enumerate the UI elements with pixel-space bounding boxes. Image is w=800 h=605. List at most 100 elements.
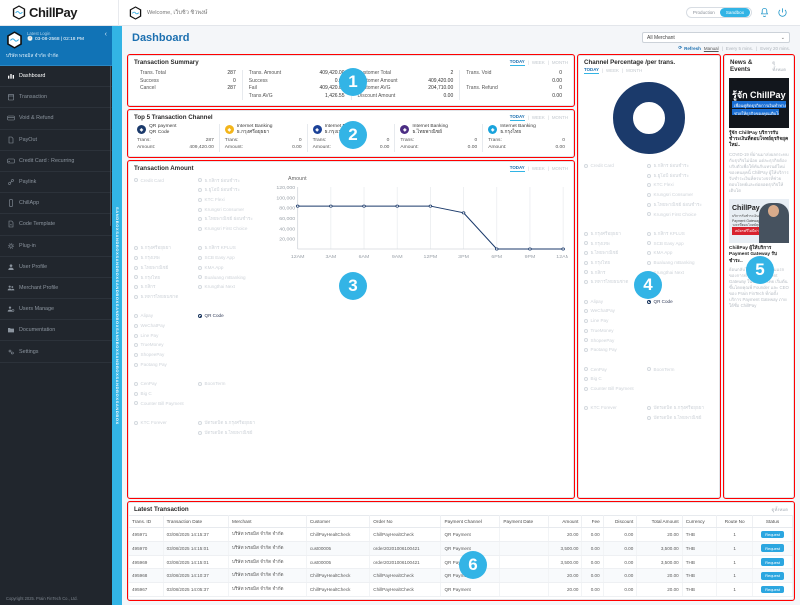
environment-toggle[interactable]: Production Sandbox [685,7,752,18]
channel-option[interactable]: BoonTerm [198,379,260,389]
channel-option[interactable]: ธ.กรุงศรีอยุธยา [584,229,644,239]
channel-option[interactable]: บัตรเดบิต ธ.กรุงศรีอยุธยา [647,403,707,413]
top5-channel-5[interactable]: ◈ Internet Banking ธ.กรุงไทย Trans: 0 Amount:… [483,124,570,151]
radio-icon[interactable] [198,265,202,270]
period-week[interactable]: WEEK [531,60,545,65]
radio-icon[interactable] [198,207,202,212]
news-item-2-cta[interactable]: สมัครฟรีไม่มีค่าใช้จ่าย [732,227,772,236]
channel-option[interactable]: BoonTerm [647,365,707,375]
cell-status[interactable]: Request [752,582,793,597]
radio-icon[interactable] [647,299,651,304]
channel-option[interactable]: ธ.ไทยพาณิชย์ ผ่อนชำระ [647,200,707,210]
channel-option[interactable]: Credit Card [584,161,644,171]
news-item-2-image[interactable]: ChillPay บริการรับชำระเงิน Payment Gatew… [729,199,789,244]
news-item-1-headline[interactable]: รู้จัก ChillPay บริการรับชำระเงินที่ตอบโ… [729,131,789,149]
channel-option[interactable]: Bualuang mBanking [647,258,707,268]
sidebar-item-transaction[interactable]: Transaction [0,87,112,109]
channel-option[interactable]: Credit Card [134,176,194,186]
radio-icon[interactable] [134,391,138,396]
radio-icon[interactable] [584,251,588,256]
channel-option[interactable]: Paotang Pay [134,360,194,370]
news-item-2-headline[interactable]: ChillPay ผู้ให้บริการ Payment Gateway รั… [729,246,778,264]
news-more-link[interactable]: ดูทั้งหมด [772,60,786,72]
radio-icon[interactable] [647,163,651,168]
status-request-button[interactable]: Request [761,530,784,539]
channel-option[interactable]: TrueMoney [584,326,644,336]
channel-option[interactable]: ธ.กสิกร KPLUS [198,243,260,253]
env-sandbox-option[interactable]: Sandbox [719,8,750,17]
status-request-button[interactable]: Request [761,572,784,580]
radio-icon[interactable] [647,241,651,246]
radio-icon[interactable] [647,173,651,178]
channel-option[interactable]: KTC Flexi [198,195,260,205]
channel-option[interactable]: ธ.กสิกร ผ่อนชำระ [198,176,260,186]
radio-icon[interactable] [134,178,138,183]
sidebar-item-users-manage[interactable]: Users Manage [0,299,112,321]
radio-icon[interactable] [134,362,138,367]
radio-icon[interactable] [198,382,202,387]
table-row[interactable]: 495971 03/08/2025 14:15:37 บริษัท พรอมิส จ… [129,527,793,542]
radio-icon[interactable] [584,377,588,382]
period-today[interactable]: TODAY [584,67,599,74]
channel-option[interactable]: Krungsri First Choice [198,224,260,234]
period-today[interactable]: TODAY [509,164,525,172]
channel-option[interactable]: CenPay [584,365,644,375]
channel-option[interactable]: ธ.ไทยพาณิชย์ [134,263,194,273]
channel-option[interactable]: Krungsri First Choice [647,210,707,220]
channel-option[interactable]: ธ.ยูโอบี ผ่อนชำระ [647,171,707,181]
status-request-button[interactable]: Request [761,585,784,594]
sidebar-item-documentation[interactable]: Documentation [0,320,112,342]
channel-option[interactable]: ธ.กรุงศรีอยุธยา [134,243,194,253]
radio-icon[interactable] [134,420,138,425]
news-item-1-image[interactable]: รู้จัก ChillPay เพื่อนคู่คิดธุรกิจการเงิ… [729,78,789,128]
channel-option[interactable]: ธ.กสิกร [134,282,194,292]
sidebar-scrollbar[interactable] [109,66,111,226]
channel-option[interactable]: WeChatPay [134,321,194,331]
env-production-option[interactable]: Production [692,10,715,15]
radio-icon[interactable] [198,178,202,183]
radio-icon[interactable] [584,163,588,168]
merchant-filter-select[interactable]: All Merchant ⌄ [642,32,790,43]
channel-option[interactable]: WeChatPay [584,306,644,316]
radio-icon[interactable] [647,406,651,411]
channel-option[interactable]: Big C [584,374,644,384]
radio-icon[interactable] [198,256,202,261]
radio-icon[interactable] [134,382,138,387]
cell-status[interactable]: Request [752,541,793,556]
channel-option[interactable]: Alipay [584,297,644,307]
radio-icon[interactable] [584,309,588,314]
channel-option[interactable]: SCB Easy App [647,239,707,249]
radio-icon[interactable] [134,246,138,251]
radio-icon[interactable] [647,251,651,256]
radio-icon[interactable] [584,260,588,265]
channel-option[interactable]: บัตรเดบิต ธ.กรุงศรีอยุธยา [198,418,260,428]
top5-channel-4[interactable]: ◈ Internet Banking ธ.ไทยพาณิชย์ Trans: 0 Amou… [395,124,484,152]
radio-icon[interactable] [134,333,138,338]
radio-icon[interactable] [647,192,651,197]
radio-icon[interactable] [584,348,588,353]
radio-icon[interactable] [647,415,651,420]
radio-icon[interactable] [584,231,588,236]
table-row[interactable]: 495967 03/08/2025 14:05:37 บริษัท พรอมิส จ… [129,582,793,597]
latest-transaction-more-link[interactable]: ดูทั้งหมด [771,507,788,513]
radio-icon[interactable] [134,352,138,357]
radio-icon[interactable] [134,275,138,280]
sidebar-item-chillapp[interactable]: ChillApp [0,193,112,215]
period-today[interactable]: TODAY [509,59,525,66]
channel-option[interactable]: บัตรเดบิต ธ.ไทยพาณิชย์ [198,428,260,438]
sidebar-item-void-refund[interactable]: Void & Refund [0,108,112,130]
radio-icon[interactable] [198,246,202,251]
cell-status[interactable]: Request [752,555,793,570]
table-row[interactable]: 495970 03/08/2025 14:15:01 บริษัท พรอมิส จ… [129,541,793,556]
radio-icon[interactable] [647,183,651,188]
refresh-button[interactable]: ⟳ Refresh [678,45,701,51]
radio-icon[interactable] [198,314,202,319]
radio-icon[interactable] [134,323,138,328]
radio-icon[interactable] [584,328,588,333]
radio-icon[interactable] [134,314,138,319]
sidebar-item-settings[interactable]: Settings [0,341,112,363]
radio-icon[interactable] [198,275,202,280]
radio-icon[interactable] [198,188,202,193]
channel-option[interactable]: ธ.กสิกร [584,268,644,278]
period-week[interactable]: WEEK [606,68,619,73]
